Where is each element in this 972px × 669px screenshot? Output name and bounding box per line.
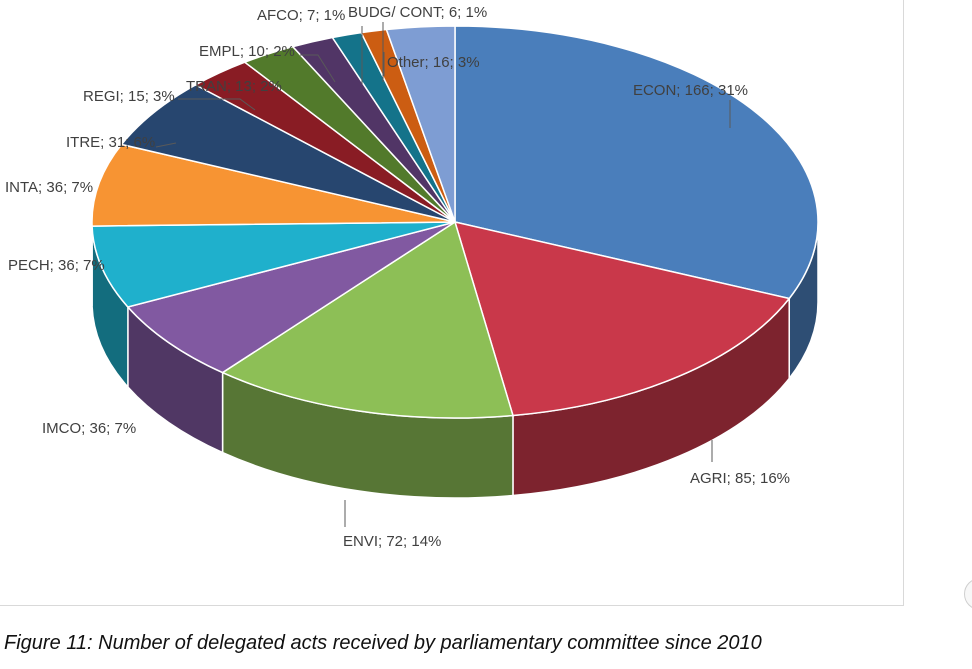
data-label-other: Other; 16; 3% bbox=[387, 54, 480, 71]
leader-line-empl bbox=[300, 54, 336, 83]
data-label-inta: INTA; 36; 7% bbox=[5, 179, 93, 196]
pie-slice-imco bbox=[126, 221, 456, 374]
data-label-pech: PECH; 36; 7% bbox=[8, 257, 105, 274]
data-labels: ECON; 166; 31% AGRI; 85; 16% ENVI; 72; 14%… bbox=[5, 4, 790, 550]
data-label-empl: EMPL; 10; 2% bbox=[199, 43, 295, 60]
data-label-econ: ECON; 166; 31% bbox=[633, 82, 748, 99]
data-label-regi: REGI; 15; 3% bbox=[83, 88, 175, 105]
pie-slice-pech bbox=[91, 221, 456, 308]
leader-line-regi bbox=[178, 98, 256, 111]
pie-slice-inta bbox=[91, 143, 456, 227]
leader-line-itre bbox=[155, 142, 177, 148]
pie-slice-econ bbox=[454, 25, 819, 300]
pie-top-group bbox=[91, 25, 819, 419]
data-label-envi: ENVI; 72; 14% bbox=[343, 533, 441, 550]
data-label-itre: ITRE; 31; 6% bbox=[66, 134, 155, 151]
figure-caption: Figure 11: Number of delegated acts rece… bbox=[4, 632, 762, 654]
pie-slice-other bbox=[385, 25, 456, 223]
data-label-imco: IMCO; 36; 7% bbox=[42, 420, 136, 437]
data-label-agri: AGRI; 85; 16% bbox=[690, 470, 790, 487]
pie-slice-agri bbox=[453, 220, 791, 417]
data-label-afco: AFCO; 7; 1% bbox=[257, 7, 345, 24]
data-label-tran: TRAN; 13; 2% bbox=[186, 78, 282, 95]
data-label-budg-cont: BUDG/ CONT; 6; 1% bbox=[348, 4, 487, 21]
pie-slice-envi bbox=[221, 220, 514, 419]
pie-slice-itre bbox=[120, 84, 456, 223]
